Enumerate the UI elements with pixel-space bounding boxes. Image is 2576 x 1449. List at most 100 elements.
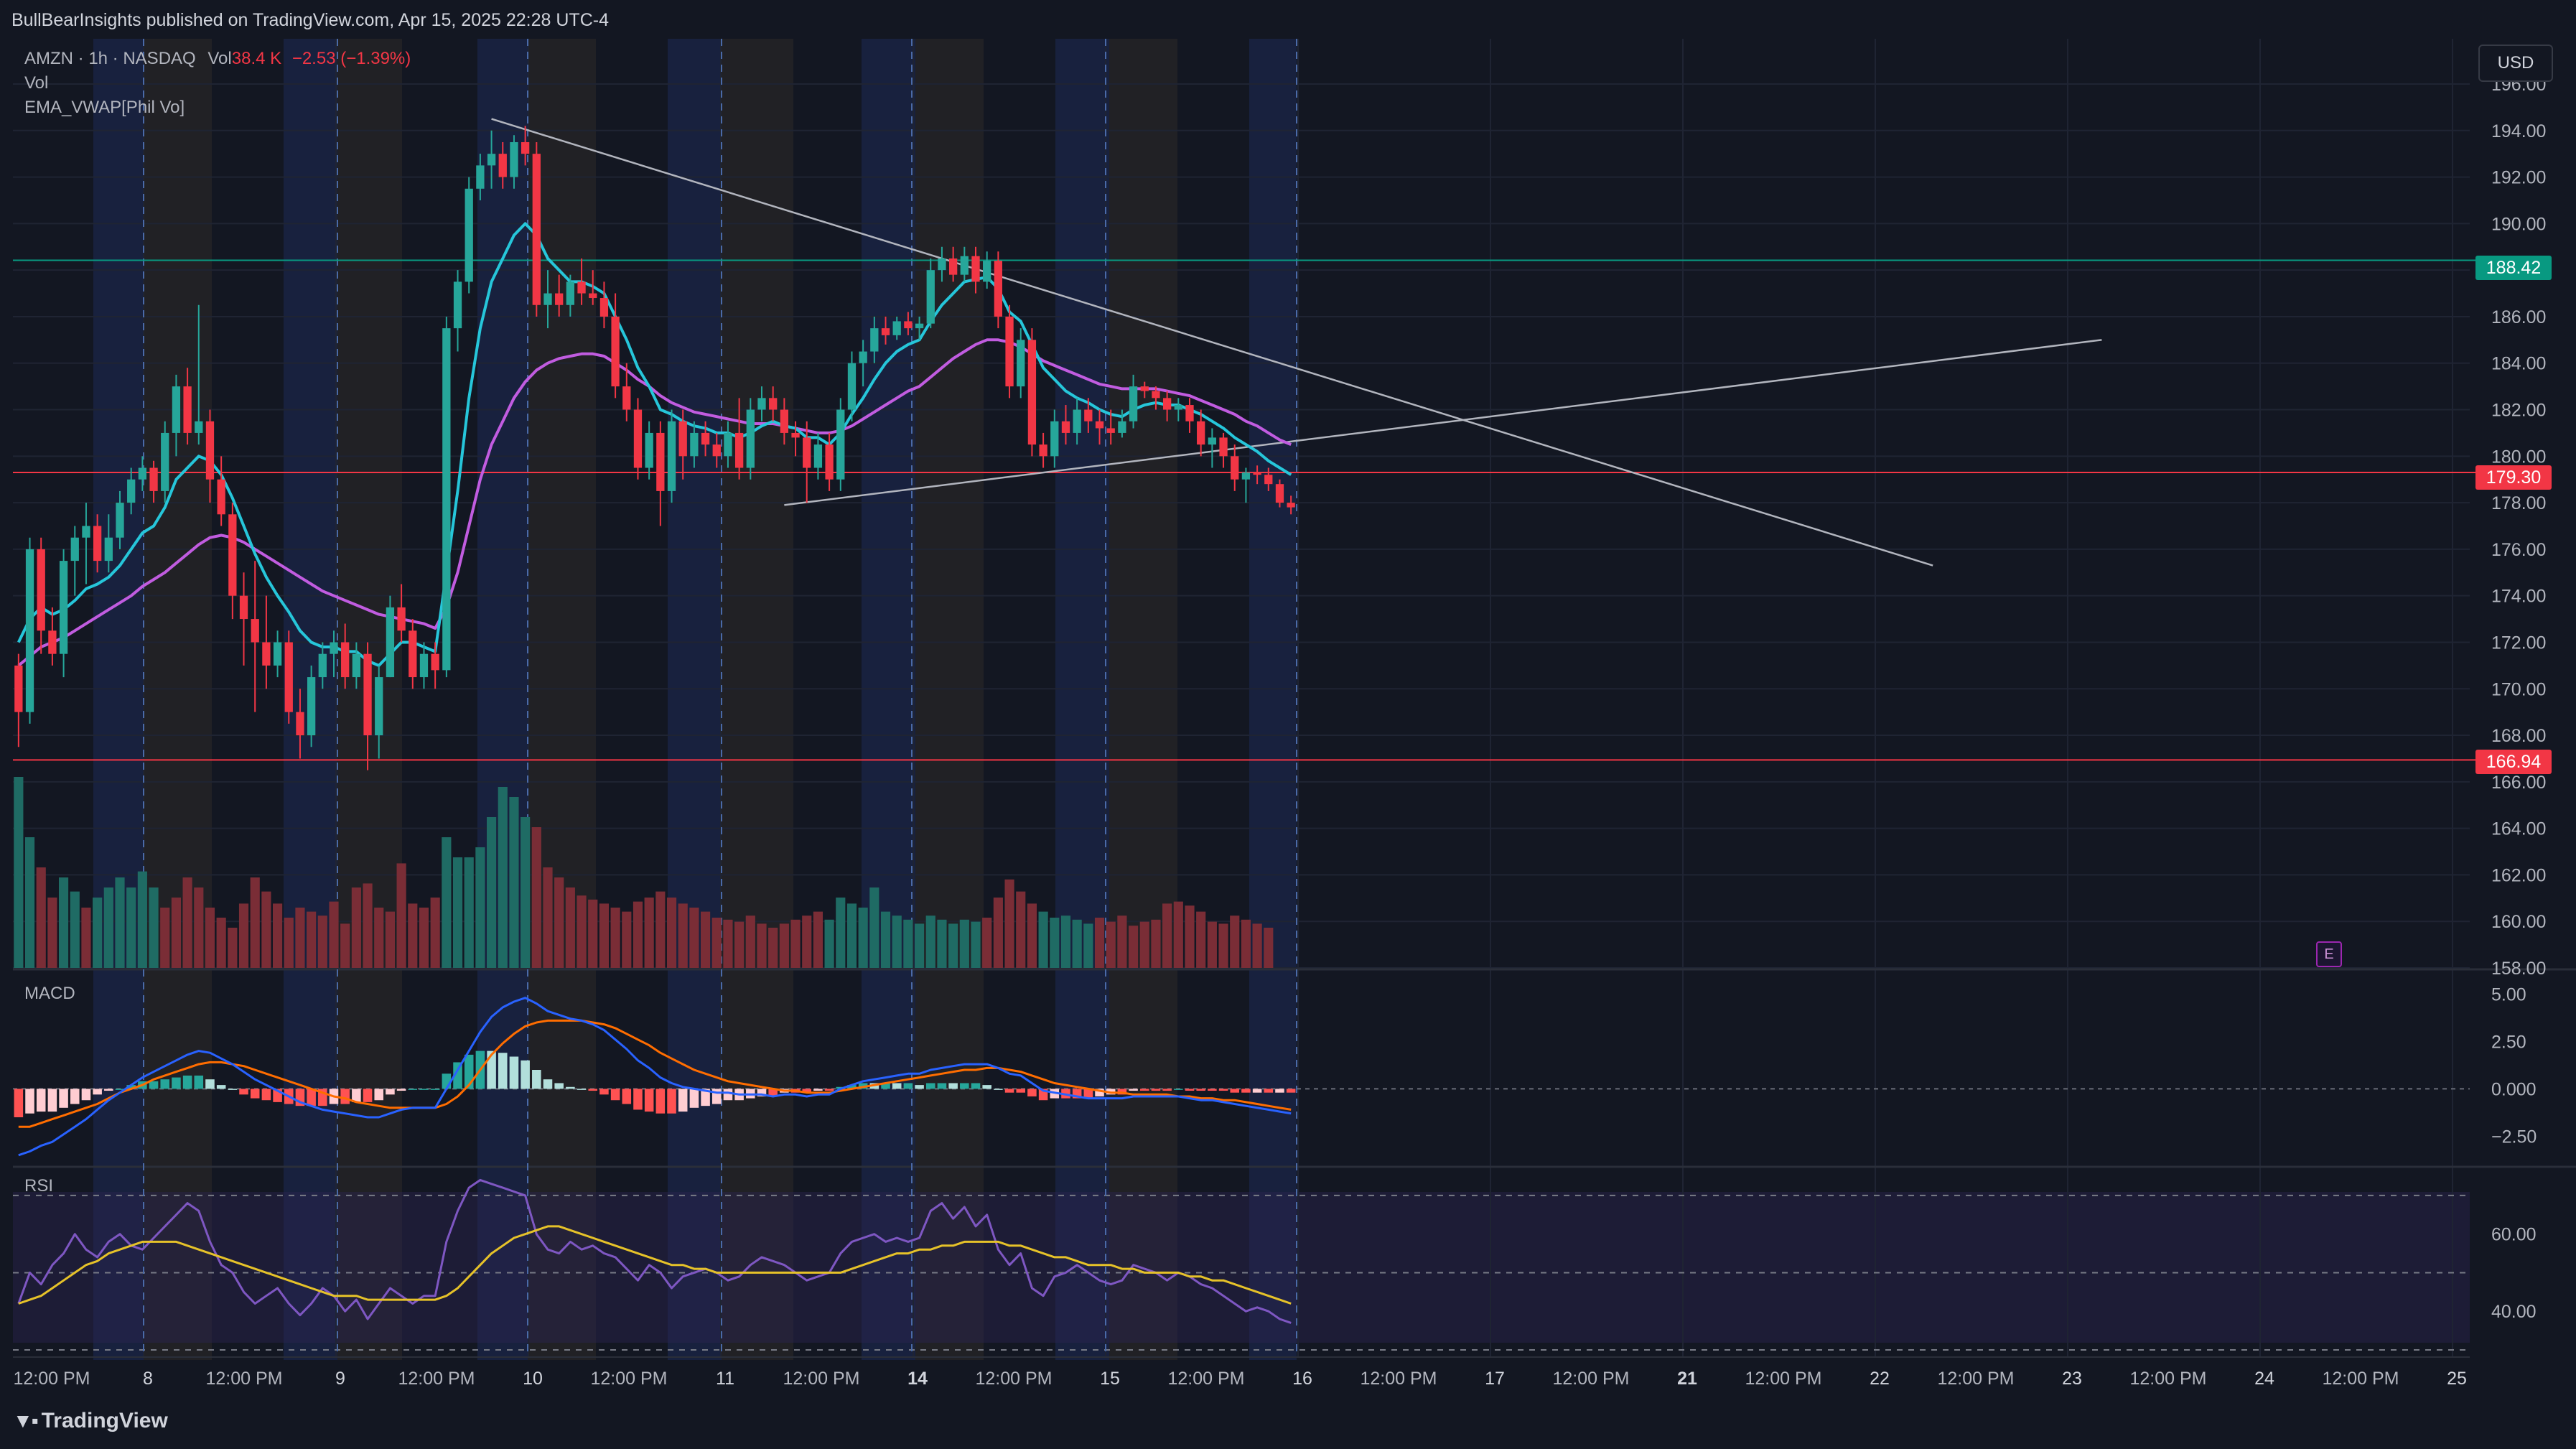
- price-tick-label: 192.00: [2491, 168, 2546, 188]
- volume-bar: [171, 898, 182, 968]
- macd-histogram-bar: [667, 1089, 676, 1114]
- candle-body: [1264, 475, 1273, 485]
- volume-bar: [250, 877, 260, 968]
- candle-body: [284, 642, 293, 712]
- candle-body: [656, 432, 665, 491]
- price-tick-label: 174.00: [2491, 587, 2546, 607]
- volume-bar: [610, 908, 620, 968]
- time-tick-label: 12:00 PM: [1167, 1369, 1244, 1389]
- price-tag-188: 188.42: [2475, 256, 2552, 280]
- macd-histogram-bar: [1275, 1089, 1284, 1093]
- candle-body: [498, 154, 507, 177]
- macd-histogram-bar: [1004, 1089, 1014, 1093]
- rsi-tick-label: 40.00: [2491, 1302, 2537, 1322]
- volume-bar: [1083, 923, 1093, 968]
- macd-histogram-bar: [1083, 1089, 1093, 1099]
- candle-body: [678, 421, 687, 457]
- volume-bar: [655, 891, 666, 968]
- time-tick-label: 12:00 PM: [783, 1369, 859, 1389]
- macd-histogram-bar: [408, 1089, 418, 1090]
- volume-bar: [126, 887, 136, 968]
- candle-body: [1174, 405, 1182, 410]
- macd-histogram-bar: [239, 1089, 248, 1095]
- footer-bar: ▼▪ TradingView: [0, 1397, 2576, 1449]
- macd-histogram-bar: [1196, 1089, 1205, 1091]
- time-tick-label: 9: [335, 1369, 345, 1389]
- time-tick-label: 12:00 PM: [2129, 1369, 2206, 1389]
- volume-bar: [385, 911, 396, 968]
- candle-body: [825, 444, 834, 480]
- symbol-legend[interactable]: AMZN · 1h · NASDAQ Vol38.4 K −2.53 (−1.3…: [24, 49, 411, 69]
- candle-body: [1017, 340, 1025, 387]
- volume-bar: [363, 883, 373, 968]
- volume-bar: [948, 923, 958, 968]
- candle-body: [915, 323, 924, 329]
- volume-bar: [103, 887, 113, 968]
- volume-bar: [81, 908, 91, 968]
- candle-body: [555, 293, 564, 305]
- publisher-bar: BullBearInsights published on TradingVie…: [0, 0, 2576, 39]
- candle-body: [633, 409, 643, 468]
- candle-body: [667, 421, 676, 491]
- macd-histogram-bar: [216, 1085, 226, 1089]
- volume-bar: [1060, 915, 1071, 968]
- vol-value: 38.4 K: [231, 49, 282, 68]
- time-tick-label: 14: [907, 1369, 928, 1389]
- volume-bar: [70, 891, 80, 968]
- volume-bar: [351, 887, 361, 968]
- volume-bar: [272, 903, 283, 968]
- volume-bar: [1173, 901, 1183, 968]
- macd-histogram-bar: [386, 1089, 395, 1095]
- time-tick-label: 12:00 PM: [1552, 1369, 1629, 1389]
- volume-bar: [644, 898, 654, 968]
- tradingview-logo[interactable]: ▼▪ TradingView: [13, 1409, 168, 1433]
- macd-histogram-bar: [1208, 1089, 1217, 1091]
- macd-histogram-bar: [14, 1089, 24, 1117]
- volume-bar: [24, 837, 35, 968]
- volume-bar: [1128, 926, 1139, 968]
- publisher-text: BullBearInsights published on TradingVie…: [11, 10, 609, 30]
- volume-bar: [531, 827, 541, 968]
- earnings-marker[interactable]: E: [2316, 941, 2342, 967]
- trendlines[interactable]: [491, 118, 2102, 567]
- candle-body: [1027, 340, 1037, 445]
- macd-pane: [14, 997, 1296, 1157]
- macd-histogram-bar: [81, 1089, 91, 1101]
- candle-body: [149, 467, 158, 491]
- chart-area[interactable]: 196.00194.00192.00190.00188.00186.00184.…: [0, 39, 2576, 1397]
- candle-body: [701, 432, 710, 445]
- price-tick-label: 186.00: [2491, 307, 2546, 327]
- volume-bar: [93, 898, 103, 968]
- candle-body: [1061, 421, 1070, 433]
- macd-histogram-bar: [115, 1089, 125, 1090]
- rsi-range-band: [13, 1192, 2470, 1343]
- symbol-line: AMZN · 1h · NASDAQ: [24, 49, 196, 68]
- vol-label: Vol: [207, 49, 232, 68]
- candle-body: [1197, 421, 1205, 445]
- vol-indicator-label[interactable]: Vol: [24, 73, 49, 93]
- ema-vwap-indicator-label[interactable]: EMA_VWAP[Phil Vo]: [24, 98, 185, 117]
- candle-body: [442, 328, 451, 671]
- candle-body: [803, 437, 811, 468]
- candle-body: [205, 421, 215, 480]
- macd-histogram-bar: [160, 1079, 170, 1089]
- candle-body: [611, 316, 620, 387]
- candle-body: [1118, 421, 1126, 433]
- volume-bar: [1185, 905, 1195, 968]
- volume-bar: [745, 915, 755, 968]
- macd-histogram-bar: [1027, 1089, 1037, 1096]
- time-tick-label: 10: [523, 1369, 543, 1389]
- volume-bar: [1241, 919, 1251, 968]
- macd-label[interactable]: MACD: [24, 984, 75, 1003]
- volume-bar: [813, 911, 823, 968]
- candle-body: [431, 653, 439, 671]
- price-tick-label: 164.00: [2491, 819, 2546, 839]
- volume-bar: [1196, 911, 1206, 968]
- macd-histogram-bar: [881, 1083, 890, 1089]
- currency-button[interactable]: USD: [2478, 45, 2553, 82]
- macd-histogram-bar: [960, 1083, 969, 1089]
- volume-bar: [768, 928, 778, 968]
- rsi-label[interactable]: RSI: [24, 1176, 54, 1196]
- macd-histogram-bar: [723, 1089, 733, 1101]
- candle-body: [172, 386, 181, 433]
